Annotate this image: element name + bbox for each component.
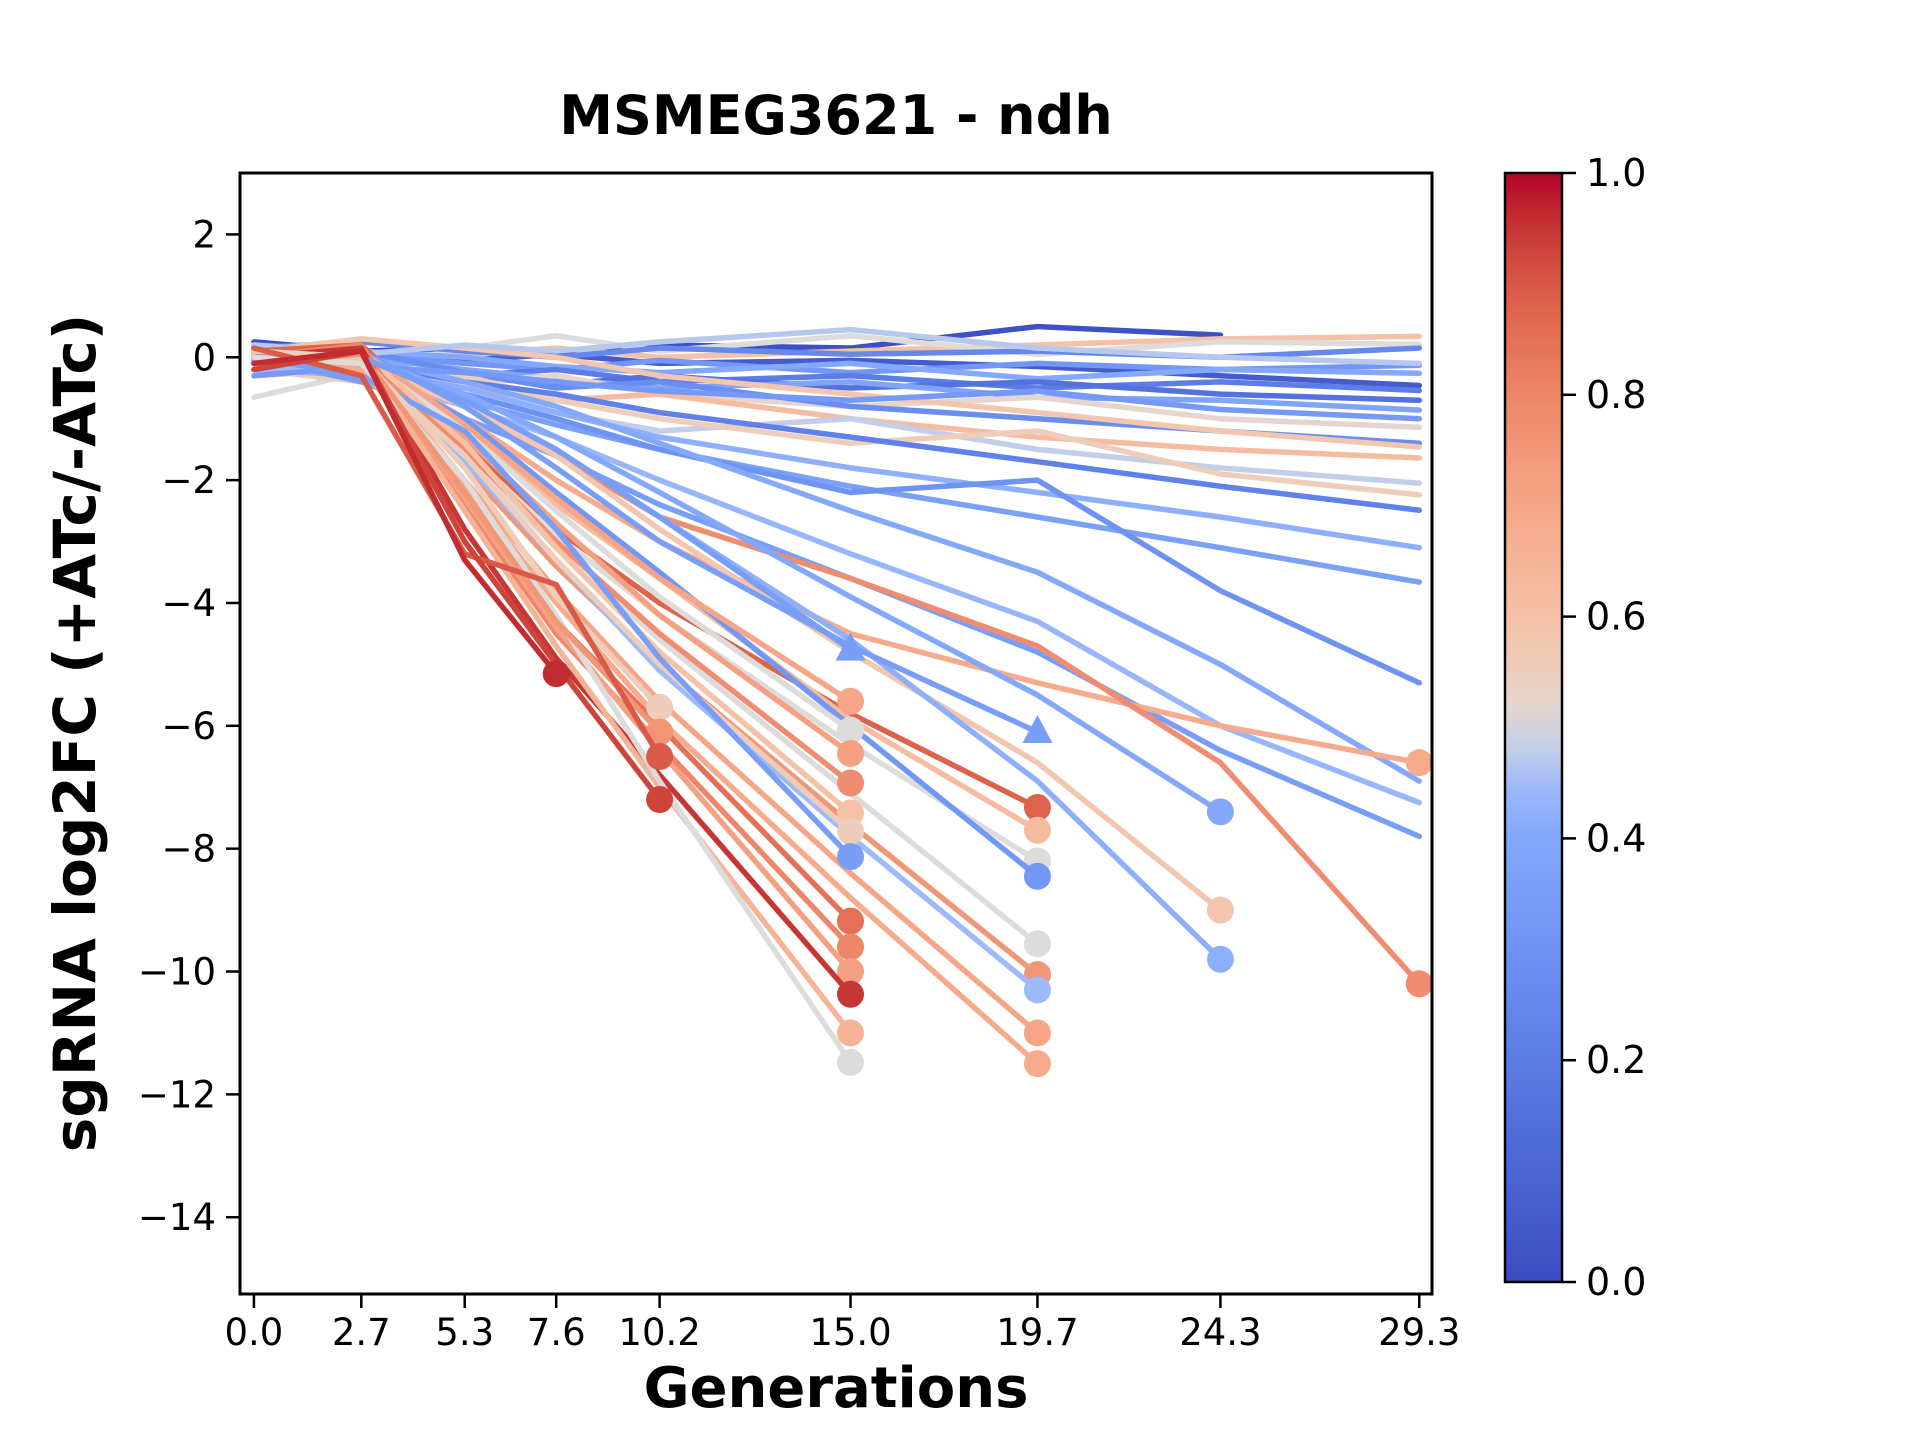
- series-line: [251, 345, 854, 997]
- end-marker-dot: [1206, 896, 1234, 924]
- y-tick-label: −2: [161, 459, 216, 502]
- end-marker-dot: [1206, 945, 1234, 973]
- end-marker-dot: [837, 817, 865, 845]
- end-marker-dot: [646, 743, 674, 771]
- end-marker-dot: [1023, 1019, 1051, 1047]
- end-marker-dot: [837, 687, 865, 715]
- end-marker-dot: [837, 1019, 865, 1047]
- colorbar-tick-label: 0.8: [1586, 373, 1646, 417]
- end-marker-dot: [646, 786, 674, 814]
- colorbar-tick-label: 0.0: [1586, 1260, 1646, 1304]
- series-line: [251, 348, 1423, 413]
- x-axis-label: Generations: [643, 1356, 1029, 1421]
- x-tick-label: 24.3: [1179, 1311, 1261, 1354]
- colorbar-tick-label: 1.0: [1586, 151, 1646, 195]
- end-marker-dot: [1405, 970, 1433, 998]
- series-line: [251, 336, 1423, 450]
- end-marker-dot: [542, 660, 570, 688]
- x-tick-label: 2.7: [332, 1311, 391, 1354]
- end-marker-dot: [646, 693, 674, 721]
- y-tick-label: 0: [192, 336, 216, 379]
- end-marker-dot: [646, 718, 674, 746]
- y-tick-label: −4: [161, 582, 216, 625]
- end-marker-dot: [837, 980, 865, 1008]
- end-marker-triangle: [835, 632, 866, 661]
- y-tick-label: −8: [161, 828, 216, 871]
- series-line: [251, 348, 1423, 784]
- y-tick-label: −12: [138, 1073, 216, 1116]
- y-tick-label: −14: [138, 1196, 216, 1239]
- x-tick-label: 15.0: [809, 1311, 891, 1354]
- end-marker-dot: [1023, 816, 1051, 844]
- end-marker-dot: [837, 716, 865, 744]
- end-marker-dot: [837, 1048, 865, 1076]
- end-marker-dot: [837, 907, 865, 935]
- end-marker-dot: [1405, 749, 1433, 777]
- end-marker-dot: [1023, 794, 1051, 822]
- end-marker-dot: [837, 843, 865, 871]
- y-tick-label: −10: [138, 951, 216, 994]
- series-line: [251, 348, 559, 677]
- end-marker-dot: [1206, 798, 1234, 826]
- end-marker-dot: [1023, 930, 1051, 958]
- end-marker-dot: [837, 769, 865, 797]
- end-marker-dot: [1023, 1050, 1051, 1078]
- series-line: [251, 326, 1423, 367]
- series-line: [251, 354, 854, 1066]
- end-marker-dot: [1023, 862, 1051, 890]
- x-tick-label: 5.3: [435, 1311, 494, 1354]
- chart-title: MSMEG3621 - ndh: [559, 84, 1113, 147]
- colorbar: [1503, 171, 1564, 1284]
- end-marker-dot: [837, 958, 865, 986]
- x-tick-label: 0.0: [224, 1311, 283, 1354]
- x-tick-label: 7.6: [527, 1311, 586, 1354]
- series-line: [251, 354, 1041, 1067]
- end-marker-dot: [837, 739, 865, 767]
- x-tick-label: 10.2: [618, 1311, 700, 1354]
- y-axis-label: sgRNA log2FC (+ATc/-ATc): [41, 313, 109, 1153]
- plot-frame: [238, 171, 1434, 1296]
- end-marker-triangle: [1022, 714, 1053, 743]
- end-marker-dot: [837, 933, 865, 961]
- x-tick-label: 29.3: [1378, 1311, 1460, 1354]
- colorbar-tick-label: 0.4: [1586, 816, 1646, 860]
- colorbar-tick-label: 0.6: [1586, 595, 1646, 639]
- colorbar-tick-label: 0.2: [1586, 1038, 1646, 1082]
- x-tick-label: 19.7: [996, 1311, 1078, 1354]
- end-marker-dot: [1023, 976, 1051, 1004]
- y-tick-label: −6: [161, 705, 216, 748]
- y-tick-label: 2: [192, 213, 216, 256]
